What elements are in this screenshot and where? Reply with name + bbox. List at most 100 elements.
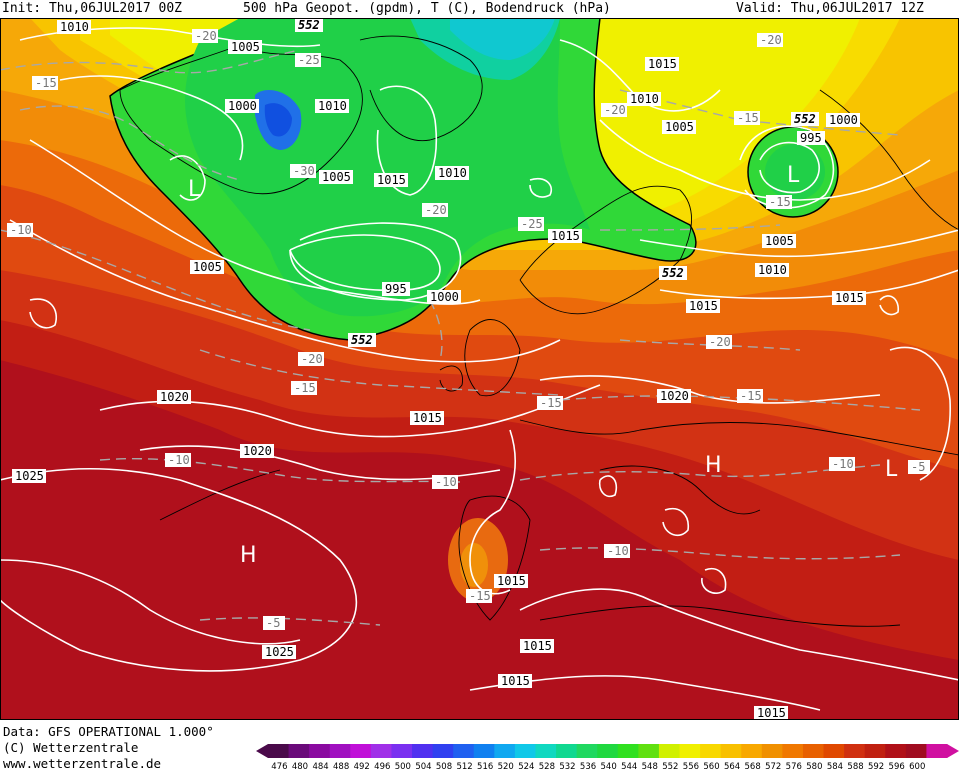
scale-tick-label: 476 (271, 762, 288, 772)
scale-tick-label: 548 (641, 762, 658, 772)
scale-swatch (268, 744, 290, 758)
scale-tick-label: 576 (785, 762, 802, 772)
scale-tick-label: 512 (456, 762, 473, 772)
scale-swatch (576, 744, 598, 758)
isobar-label: 1025 (15, 469, 44, 483)
valid-time: Valid: Thu,06JUL2017 12Z (736, 1, 924, 16)
scale-swatch (617, 744, 639, 758)
isobar-label: 1015 (523, 639, 552, 653)
geopotential-labels: 552 552 552 552 (295, 18, 819, 347)
scale-tick-label: 584 (826, 762, 844, 772)
temperature-label: -15 (737, 111, 759, 125)
scale-swatch (556, 744, 578, 758)
scale-tick-label: 592 (867, 762, 885, 772)
temperature-label: -20 (709, 335, 731, 349)
isobar-label: 1015 (497, 574, 526, 588)
isobar-label: 1010 (318, 99, 347, 113)
temperature-label: -10 (10, 223, 32, 237)
isobar-label: 1000 (228, 99, 257, 113)
temperature-label: -20 (425, 203, 447, 217)
scale-swatch (473, 744, 495, 758)
isobar-label: 1010 (758, 263, 787, 277)
scale-tick-label: 560 (703, 762, 720, 772)
trough-528 (450, 18, 555, 60)
temperature-label: -10 (168, 453, 190, 467)
isobar-label: 1010 (630, 92, 659, 106)
scale-swatch (885, 744, 907, 758)
scale-tick-label: 508 (435, 762, 453, 772)
geopotential-label: 552 (351, 333, 373, 347)
scale-swatch (864, 744, 886, 758)
scale-tick-label: 516 (477, 762, 494, 772)
scale-tick-label: 528 (538, 762, 555, 772)
temperature-label: -25 (298, 53, 320, 67)
geopotential-label: 552 (794, 112, 816, 126)
scale-swatch (741, 744, 763, 758)
scale-tick-label: 500 (394, 762, 411, 772)
scale-tick-label: 564 (723, 762, 741, 772)
scale-swatch (905, 744, 927, 758)
scale-swatch (329, 744, 351, 758)
scale-tick-label: 496 (374, 762, 391, 772)
pressure-centers: L L H H L (188, 163, 898, 568)
scale-swatch (638, 744, 660, 758)
isobar-label: 1005 (765, 234, 794, 248)
isobar-label: 1015 (648, 57, 677, 71)
chart-header: Init: Thu,06JUL2017 00Z 500 hPa Geopot. … (0, 0, 959, 18)
low-center: L (787, 163, 800, 188)
scale-swatch (802, 744, 825, 758)
isobar-label: 1000 (829, 113, 858, 127)
isobar-label: 1015 (413, 411, 442, 425)
init-time: Init: Thu,06JUL2017 00Z (2, 1, 183, 16)
trough-540 (185, 18, 590, 317)
scale-tick-label: 556 (682, 762, 700, 772)
scale-tick-label: 524 (518, 762, 535, 772)
isobar-label: 1020 (160, 390, 189, 404)
scale-swatch (700, 744, 722, 758)
isobar-label: 1005 (193, 260, 222, 274)
isobar-label: 1000 (430, 290, 459, 304)
temperature-label: -15 (469, 589, 491, 603)
scale-swatch (453, 744, 475, 758)
scale-tick-label: 536 (579, 762, 597, 772)
scale-swatch (514, 744, 536, 758)
color-scale-legend (256, 744, 959, 758)
temperature-label: -15 (540, 396, 562, 410)
scale-tick-label: 568 (744, 762, 761, 772)
scale-tick-label: 596 (888, 762, 905, 772)
chart-title: 500 hPa Geopot. (gpdm), T (C), Bodendruc… (243, 1, 611, 16)
scale-swatch (350, 744, 372, 758)
temperature-label: -5 (266, 616, 280, 630)
geopotential-label: 552 (662, 266, 684, 280)
isobar-label: 1015 (551, 229, 580, 243)
scale-tick-label: 504 (415, 762, 432, 772)
scale-tick-label: 600 (909, 762, 926, 772)
data-source: Data: GFS OPERATIONAL 1.000° (3, 724, 214, 739)
scale-swatch (782, 744, 804, 758)
scale-tick-label: 484 (312, 762, 329, 772)
isobar-label: 1020 (243, 444, 272, 458)
scale-arrow-low (256, 744, 268, 758)
website-link[interactable]: www.wetterzentrale.de (3, 756, 162, 771)
low-center: L (188, 177, 201, 202)
scale-swatch (761, 744, 783, 758)
scale-swatch (432, 744, 454, 758)
isobar-label: 995 (385, 282, 407, 296)
low-center: L (885, 457, 898, 482)
temperature-label: -5 (911, 460, 925, 474)
scale-swatch (926, 744, 948, 758)
scale-swatch (823, 744, 845, 758)
isobar-label: 1005 (665, 120, 694, 134)
scale-swatch (720, 744, 742, 758)
cold-core-inner (264, 103, 292, 137)
geopotential-label: 552 (298, 18, 320, 32)
isobar-label: 1010 (60, 20, 89, 34)
temperature-labels: -20 -25 -15 -30 -20 -25 -20 -15 -20 -15 … (7, 29, 930, 630)
temperature-label: -10 (607, 544, 629, 558)
scale-tick-label: 532 (559, 762, 576, 772)
scale-tick-label: 540 (600, 762, 617, 772)
temperature-label: -30 (293, 164, 315, 178)
scale-swatch (535, 744, 557, 758)
isobar-label: 1015 (835, 291, 864, 305)
isobar-label: 1015 (501, 674, 530, 688)
